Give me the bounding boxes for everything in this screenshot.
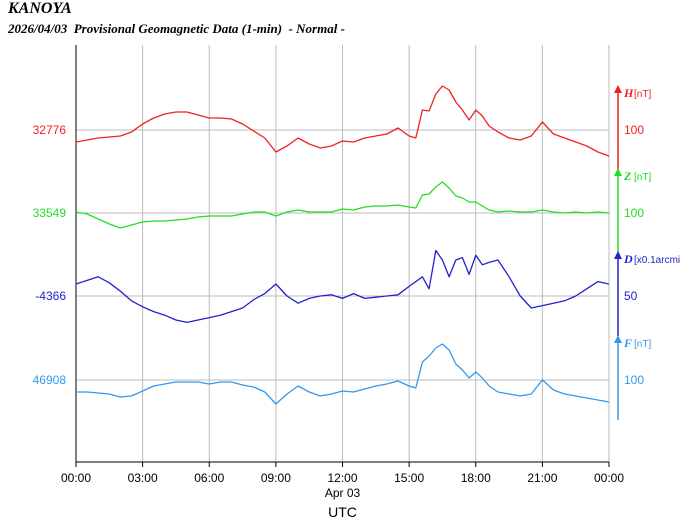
x-tick-label: 00:00 [61,471,91,485]
x-tick-label: 09:00 [261,471,291,485]
x-tick-label: 00:00 [594,471,624,485]
x-date-label: Apr 03 [325,486,361,500]
x-tick-label: 21:00 [527,471,557,485]
scale-arrowhead-z [614,168,622,176]
series-unit-d: [x0.1arcmi [634,255,680,266]
scale-label-h: 100 [624,123,644,137]
baseline-label-f: 46908 [33,373,67,387]
series-name-f: F [623,336,632,350]
series-line-z [75,181,610,229]
baseline-label-d: -4366 [35,289,66,303]
station-title: KANOYA [8,0,72,17]
scale-arrowhead-f [614,335,622,343]
x-tick-label: 18:00 [461,471,491,485]
series-unit-h: [nT] [634,89,651,100]
series-line-h [75,85,610,157]
series-line-d [75,249,610,324]
scale-arrowhead-d [614,251,622,259]
x-axis-label: UTC [328,504,357,520]
x-tick-label: 15:00 [394,471,424,485]
series-name-z: Z [623,169,632,183]
series-unit-z: [nT] [634,172,651,183]
status-text: - Normal - [288,21,345,36]
scale-label-f: 100 [624,373,644,387]
chart-subtitle: 2026/04/03 Provisional Geomagnetic Data … [8,21,345,37]
scale-label-d: 50 [624,289,638,303]
scale-label-z: 100 [624,206,644,220]
x-tick-label: 06:00 [194,471,224,485]
x-tick-label: 03:00 [128,471,158,485]
baseline-label-z: 33549 [33,206,67,220]
scale-arrowhead-h [614,85,622,93]
x-tick-label: 12:00 [327,471,357,485]
description-text: Provisional Geomagnetic Data (1-min) [73,21,283,36]
series-name-d: D [623,252,633,266]
series-name-h: H [623,86,634,100]
series-unit-f: [nT] [634,339,651,350]
series-line-f [76,343,610,405]
baseline-label-h: 32776 [33,123,67,137]
date-text: 2026/04/03 [8,21,68,36]
